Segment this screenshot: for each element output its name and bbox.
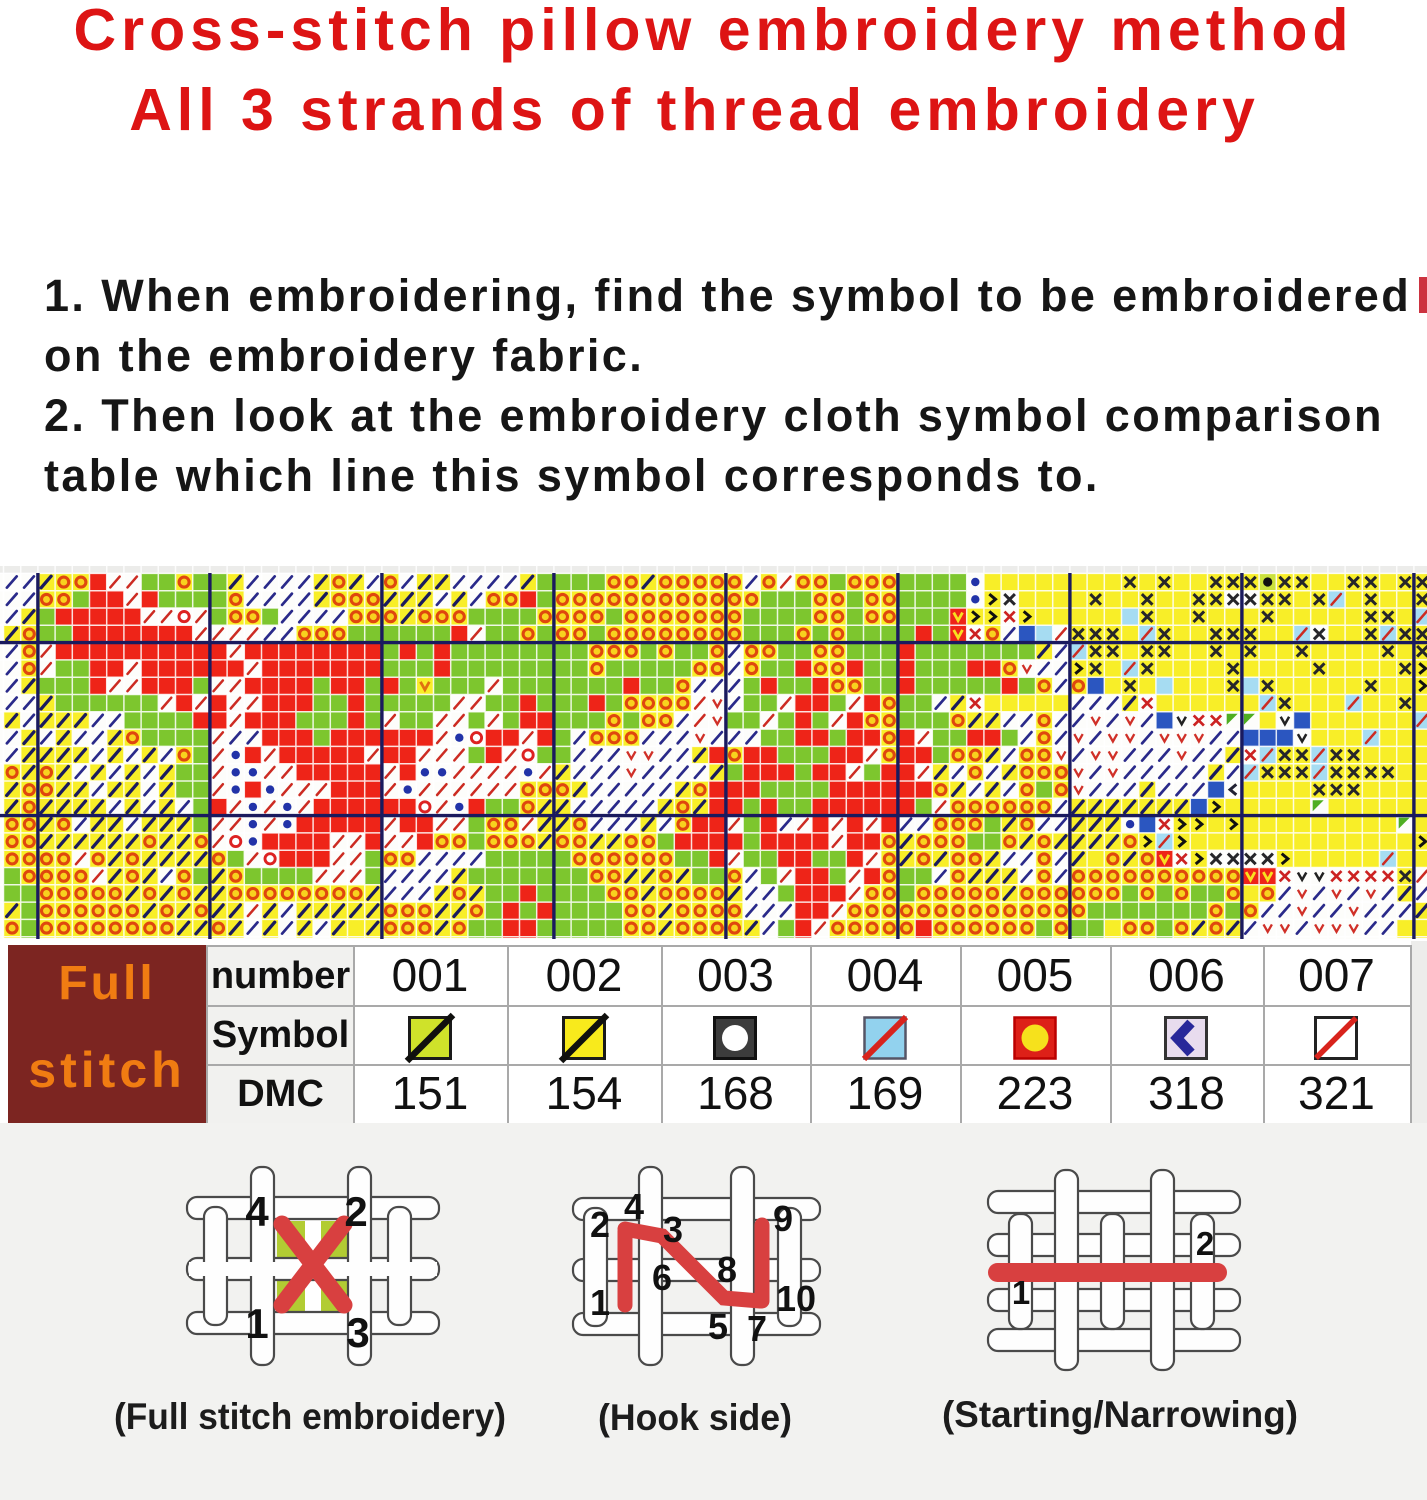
svg-text:3: 3 bbox=[346, 1309, 369, 1356]
svg-text:8: 8 bbox=[717, 1249, 737, 1290]
svg-text:1: 1 bbox=[776, 1278, 796, 1319]
svg-text:9: 9 bbox=[773, 1198, 793, 1239]
svg-text:7: 7 bbox=[747, 1308, 767, 1349]
svg-text:(Hook side): (Hook side) bbox=[598, 1397, 792, 1438]
svg-text:3: 3 bbox=[663, 1209, 683, 1250]
svg-text:4: 4 bbox=[245, 1188, 269, 1235]
svg-text:2: 2 bbox=[590, 1204, 610, 1245]
svg-text:2: 2 bbox=[344, 1188, 367, 1235]
svg-text:2: 2 bbox=[1196, 1225, 1214, 1262]
svg-text:6: 6 bbox=[652, 1257, 672, 1298]
svg-text:4: 4 bbox=[624, 1186, 644, 1227]
svg-text:1: 1 bbox=[245, 1300, 268, 1347]
svg-text:1: 1 bbox=[1012, 1274, 1030, 1311]
svg-text:5: 5 bbox=[708, 1306, 728, 1347]
svg-text:1: 1 bbox=[590, 1282, 610, 1323]
svg-text:0: 0 bbox=[796, 1278, 816, 1319]
svg-text:(Full stitch embroidery): (Full stitch embroidery) bbox=[114, 1396, 506, 1437]
svg-text:(Starting/Narrowing): (Starting/Narrowing) bbox=[942, 1394, 1298, 1435]
